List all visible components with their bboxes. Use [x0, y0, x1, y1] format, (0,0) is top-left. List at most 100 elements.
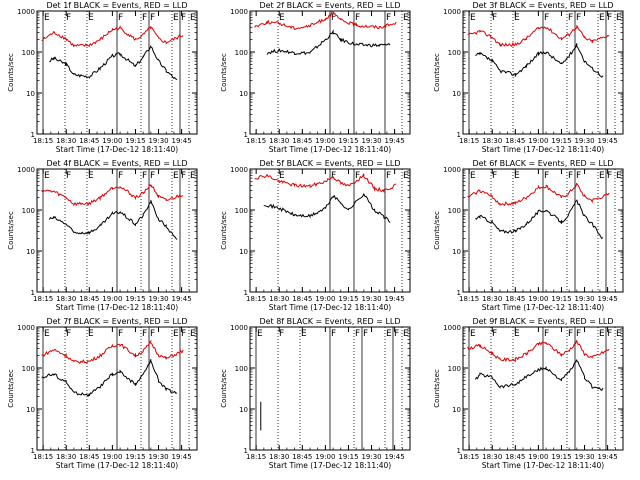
interval-marker-label: F: [142, 171, 147, 181]
events-series-line: [475, 199, 604, 240]
x-tick-label: 19:00: [528, 137, 548, 145]
y-tick-label: 1000: [443, 166, 461, 174]
x-tick-label: 19:30: [574, 137, 594, 145]
x-tick-label: 18:30: [482, 453, 502, 461]
x-tick-label: 18:45: [292, 453, 312, 461]
x-tick-label: 18:45: [505, 137, 525, 145]
interval-marker-label: E: [514, 13, 520, 23]
y-tick-label: 1: [457, 289, 461, 297]
x-tick-label: 18:45: [292, 295, 312, 303]
interval-marker-label: E: [403, 329, 409, 339]
interval-marker-label: F: [544, 329, 549, 339]
interval-marker-label: F: [544, 13, 549, 23]
y-axis-label: Counts/sec: [433, 53, 441, 92]
x-tick-label: 19:45: [598, 453, 618, 461]
interval-marker-label: F: [279, 329, 284, 339]
x-tick-label: 19:30: [574, 453, 594, 461]
interval-marker-label: F: [66, 13, 71, 23]
lld-series-line: [254, 173, 397, 193]
detector-panel: Det 5f BLACK = Events, RED = LLD 1 10 100 10…: [220, 159, 411, 312]
interval-marker-label: E: [616, 329, 622, 339]
interval-marker-label: E: [88, 171, 94, 181]
x-tick-label: 18:30: [482, 137, 502, 145]
y-tick-label: 1000: [230, 324, 248, 332]
x-tick-label: 19:45: [385, 453, 405, 461]
panel-title: Det 9f BLACK = Events, RED = LLD: [472, 317, 613, 326]
interval-marker-label: F: [142, 13, 147, 23]
interval-marker-label: F: [492, 329, 497, 339]
interval-marker-label: E: [190, 171, 196, 181]
y-tick-label: 1000: [17, 8, 35, 16]
lld-series-line: [467, 340, 610, 363]
x-tick-label: 19:15: [125, 453, 145, 461]
y-axis-label: Counts/sec: [220, 211, 228, 250]
y-tick-label: 10: [239, 406, 248, 414]
interval-marker-label: E: [44, 171, 50, 181]
interval-marker-label: F: [568, 171, 573, 181]
interval-marker-label: F: [331, 329, 336, 339]
x-tick-label: 19:30: [148, 137, 168, 145]
x-tick-label: 19:15: [551, 295, 571, 303]
x-tick-label: 18:30: [56, 137, 76, 145]
panel-title: Det 7f BLACK = Events, RED = LLD: [46, 317, 187, 326]
interval-marker-label: F: [181, 13, 186, 23]
panel-title: Det 2f BLACK = Events, RED = LLD: [259, 1, 400, 10]
y-tick-label: 1: [31, 447, 35, 455]
interval-marker-label: F: [118, 13, 123, 23]
x-tick-label: 19:30: [361, 295, 381, 303]
interval-marker-label: F: [492, 171, 497, 181]
interval-marker-label: F: [576, 13, 581, 23]
interval-marker-label: E: [616, 13, 622, 23]
detector-panel: Det 8f BLACK = Events, RED = LLD 1 10 100 10…: [220, 317, 411, 470]
x-tick-label: 18:15: [33, 137, 53, 145]
x-tick-label: 19:30: [148, 295, 168, 303]
interval-marker-label: F: [118, 171, 123, 181]
x-tick-label: 19:15: [338, 453, 358, 461]
x-axis-label: Start Time (17-Dec-12 18:11:40): [482, 461, 604, 470]
x-axis-label: Start Time (17-Dec-12 18:11:40): [56, 461, 178, 470]
interval-marker-label: E: [301, 329, 307, 339]
panel-title: Det 3f BLACK = Events, RED = LLD: [472, 1, 613, 10]
x-tick-label: 18:30: [269, 295, 289, 303]
x-tick-label: 18:15: [246, 137, 266, 145]
lld-series-line: [467, 25, 610, 48]
y-axis-label: Counts/sec: [7, 211, 15, 250]
y-tick-label: 100: [448, 207, 461, 215]
x-tick-label: 18:30: [269, 453, 289, 461]
x-tick-label: 19:15: [338, 295, 358, 303]
x-tick-label: 18:45: [505, 295, 525, 303]
x-tick-label: 18:15: [33, 295, 53, 303]
x-tick-label: 19:00: [102, 453, 122, 461]
y-tick-label: 1000: [230, 166, 248, 174]
y-tick-label: 1: [457, 131, 461, 139]
interval-marker-label: E: [403, 171, 409, 181]
x-tick-label: 19:45: [172, 137, 192, 145]
x-tick-label: 19:00: [102, 295, 122, 303]
events-series-line: [475, 43, 604, 78]
y-tick-label: 10: [26, 90, 35, 98]
lld-series-line: [467, 182, 610, 207]
interval-marker-label: F: [386, 171, 391, 181]
x-tick-label: 19:45: [172, 295, 192, 303]
y-tick-label: 10: [452, 406, 461, 414]
interval-marker-label: E: [173, 329, 179, 339]
x-tick-label: 19:30: [361, 453, 381, 461]
y-axis-label: Counts/sec: [433, 211, 441, 250]
y-tick-label: 100: [448, 365, 461, 373]
interval-marker-label: F: [568, 13, 573, 23]
interval-marker-label: F: [355, 13, 360, 23]
x-tick-label: 18:45: [79, 295, 99, 303]
events-series-line: [263, 193, 391, 223]
x-tick-label: 18:45: [505, 453, 525, 461]
y-axis-label: Counts/sec: [433, 369, 441, 408]
x-tick-label: 19:15: [125, 137, 145, 145]
interval-marker-label: E: [279, 171, 285, 181]
y-tick-label: 1000: [17, 324, 35, 332]
y-tick-label: 10: [452, 90, 461, 98]
interval-marker-label: E: [88, 329, 94, 339]
y-tick-label: 1000: [443, 8, 461, 16]
y-tick-label: 10: [239, 90, 248, 98]
x-tick-label: 18:30: [56, 453, 76, 461]
detector-panel: Det 4f BLACK = Events, RED = LLD 1 10 100 10…: [7, 159, 198, 312]
interval-marker-label: E: [599, 13, 605, 23]
